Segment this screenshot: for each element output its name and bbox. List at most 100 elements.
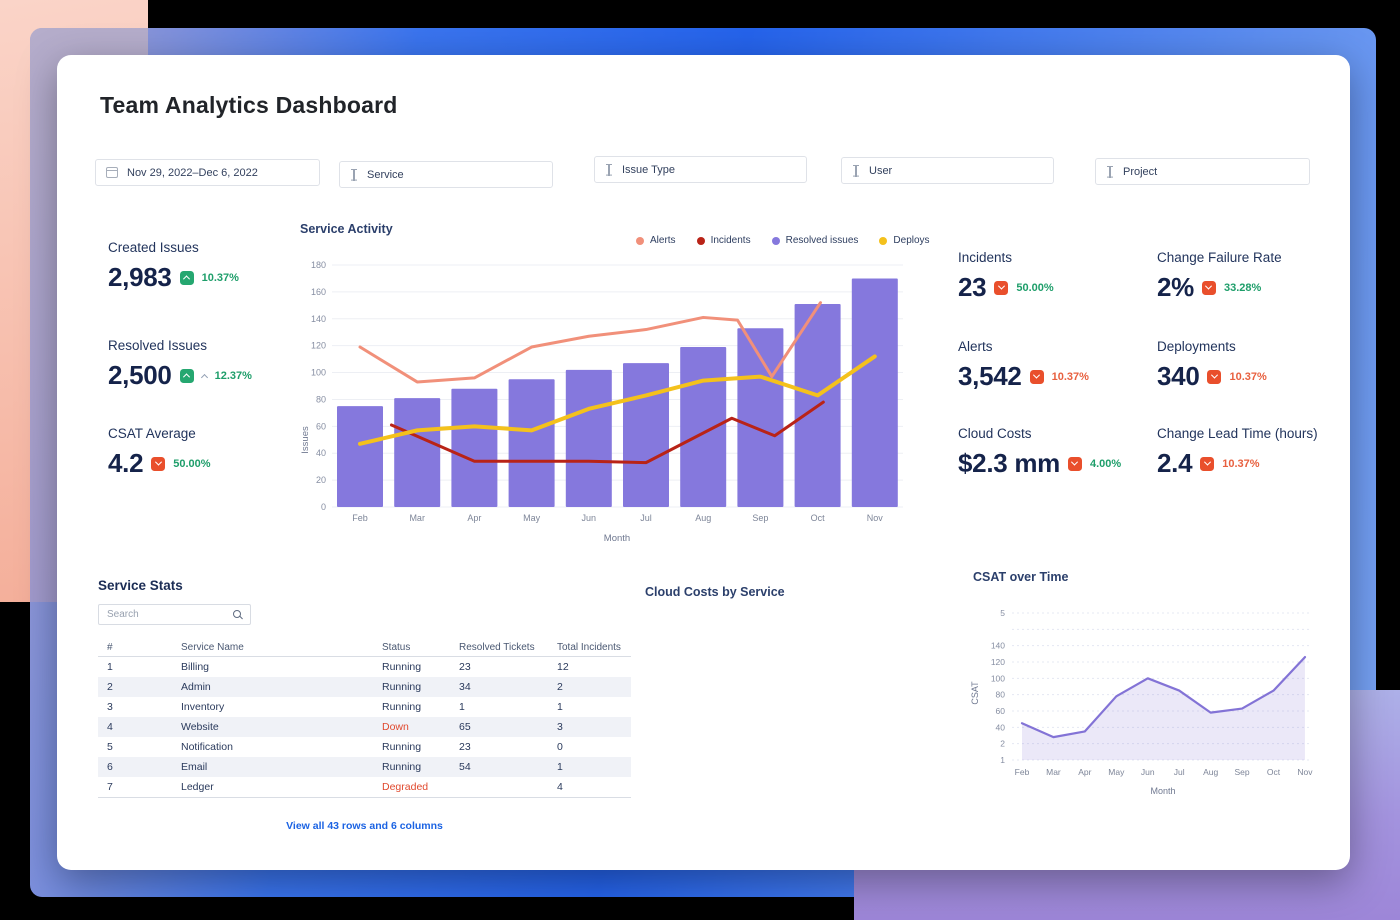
chevron-down-icon [1205, 282, 1213, 290]
kpi-label: Resolved Issues [108, 338, 208, 353]
x-tick-label: Oct [811, 513, 826, 523]
legend-item-deploys[interactable]: Deploys [879, 235, 930, 246]
trend-down-badge [1029, 369, 1044, 384]
legend-item-alerts[interactable]: Alerts [636, 235, 676, 246]
kpi-delta: 12.37% [214, 369, 252, 382]
kpi-card-csat-average: CSAT Average 4.2 50.00% [108, 426, 211, 479]
cell-num: 7 [107, 781, 113, 793]
cell-status: Degraded [382, 781, 429, 793]
filter-user[interactable]: User [841, 157, 1054, 184]
y-tick-label: 60 [316, 421, 326, 431]
search-icon[interactable] [233, 610, 241, 618]
kpi-delta: 10.37% [1051, 370, 1089, 383]
kpi-delta: 10.37% [1229, 370, 1267, 383]
kpi-value: 2.4 [1157, 448, 1193, 478]
kpi-value-row: 2% 33.28% [1157, 272, 1282, 303]
bar-Jul [623, 363, 669, 507]
cell-resolved-tickets: 23 [459, 741, 471, 753]
kpi-value: 340 [1157, 361, 1200, 391]
y-tick-label: 40 [996, 722, 1006, 732]
x-tick-label: Sep [752, 513, 768, 523]
x-tick-label: Feb [352, 513, 368, 523]
cell-service-name: Billing [181, 661, 210, 673]
chevron-down-icon [997, 282, 1005, 290]
cell-num: 1 [107, 661, 113, 673]
search-input[interactable] [98, 604, 251, 625]
column-header: Status [382, 641, 411, 653]
csat-area [1022, 657, 1305, 760]
table-row[interactable]: 6 Email Running 54 1 [98, 757, 631, 777]
cell-num: 5 [107, 741, 113, 753]
service-activity-title: Service Activity [300, 222, 393, 236]
kpi-delta: 33.28% [1223, 281, 1262, 294]
y-tick-label: 100 [991, 673, 1005, 683]
kpi-value-row: 2,500 12.37% [108, 360, 252, 391]
cell-total-incidents: 4 [557, 781, 563, 793]
table-row[interactable]: 7 Ledger Degraded 4 [98, 777, 631, 797]
cell-service-name: Email [181, 761, 208, 773]
kpi-label: Change Lead Time (hours) [1157, 426, 1318, 441]
kpi-label: Cloud Costs [958, 426, 1032, 441]
legend-dot-icon [771, 236, 780, 245]
y-tick-label: 40 [316, 448, 326, 458]
filter-project[interactable]: Project [1095, 158, 1310, 185]
service-activity-legend: Alerts Incidents Resolved issues Deploys [636, 235, 930, 246]
cell-status: Down [382, 721, 409, 733]
x-tick-label: Apr [1078, 767, 1091, 777]
legend-label: Deploys [893, 235, 930, 246]
filter-label: User [869, 164, 893, 177]
text-cursor-icon [350, 168, 358, 181]
kpi-delta: 50.00% [173, 457, 211, 470]
table-row[interactable]: 5 Notification Running 23 0 [98, 737, 631, 757]
kpi-value: 2% [1157, 272, 1194, 302]
y-tick-label: 120 [991, 657, 1005, 667]
y-tick-label: 0 [321, 502, 326, 512]
bar-May [508, 379, 555, 507]
filter-label: Issue Type [622, 163, 675, 176]
legend-item-incidents[interactable]: Incidents [696, 235, 751, 246]
bar-Aug [680, 347, 727, 507]
kpi-label: Deployments [1157, 339, 1236, 354]
kpi-label: Alerts [958, 339, 993, 354]
filter-service[interactable]: Service [339, 161, 553, 188]
filter-nov-29-2022-dec-6-2022[interactable]: Nov 29, 2022–Dec 6, 2022 [95, 159, 320, 186]
table-row[interactable]: 4 Website Down 65 3 [98, 717, 631, 737]
legend-label: Resolved issues [785, 235, 859, 246]
table-row[interactable]: 2 Admin Running 34 2 [98, 677, 631, 697]
page-title: Team Analytics Dashboard [100, 92, 398, 118]
y-tick-label: 80 [316, 394, 326, 404]
y-tick-label: 140 [991, 641, 1005, 651]
legend-dot-icon [879, 236, 888, 245]
filter-issue-type[interactable]: Issue Type [594, 156, 807, 183]
legend-item-resolved-issues[interactable]: Resolved issues [771, 235, 859, 246]
cell-total-incidents: 1 [557, 701, 563, 713]
column-header: Resolved Tickets [459, 641, 535, 653]
kpi-label: CSAT Average [108, 426, 196, 441]
trend-down-badge [1207, 369, 1222, 384]
cell-service-name: Notification [181, 741, 233, 753]
filter-label: Nov 29, 2022–Dec 6, 2022 [127, 166, 258, 179]
cell-status: Running [382, 701, 422, 713]
cell-status: Running [382, 661, 422, 673]
legend-dot-icon [696, 236, 705, 245]
chevron-down-icon [1203, 458, 1211, 466]
kpi-value: $2.3 mm [958, 448, 1060, 478]
kpi-card-cloud-costs: Cloud Costs $2.3 mm 4.00% [958, 426, 1121, 479]
table-row[interactable]: 1 Billing Running 23 12 [98, 657, 631, 677]
kpi-label: Created Issues [108, 240, 199, 255]
kpi-value-row: 23 50.00% [958, 272, 1054, 303]
y-tick-label: 180 [311, 260, 326, 270]
kpi-card-created-issues: Created Issues 2,983 10.37% [108, 240, 239, 293]
line-series-incidents [389, 400, 825, 465]
line-series-alerts [358, 301, 822, 384]
y-tick-label: 80 [996, 690, 1006, 700]
y-tick-label: 120 [311, 341, 326, 351]
table-row[interactable]: 3 Inventory Running 1 1 [98, 697, 631, 717]
chevron-down-icon [1071, 458, 1079, 466]
x-tick-label: Jul [640, 513, 652, 523]
kpi-card-alerts: Alerts 3,542 10.37% [958, 339, 1089, 392]
chevron-up-icon [183, 373, 191, 381]
y-tick-label: 2 [1000, 739, 1005, 749]
view-all-link[interactable]: View all 43 rows and 6 columns [286, 820, 443, 832]
column-header: # [107, 641, 113, 653]
